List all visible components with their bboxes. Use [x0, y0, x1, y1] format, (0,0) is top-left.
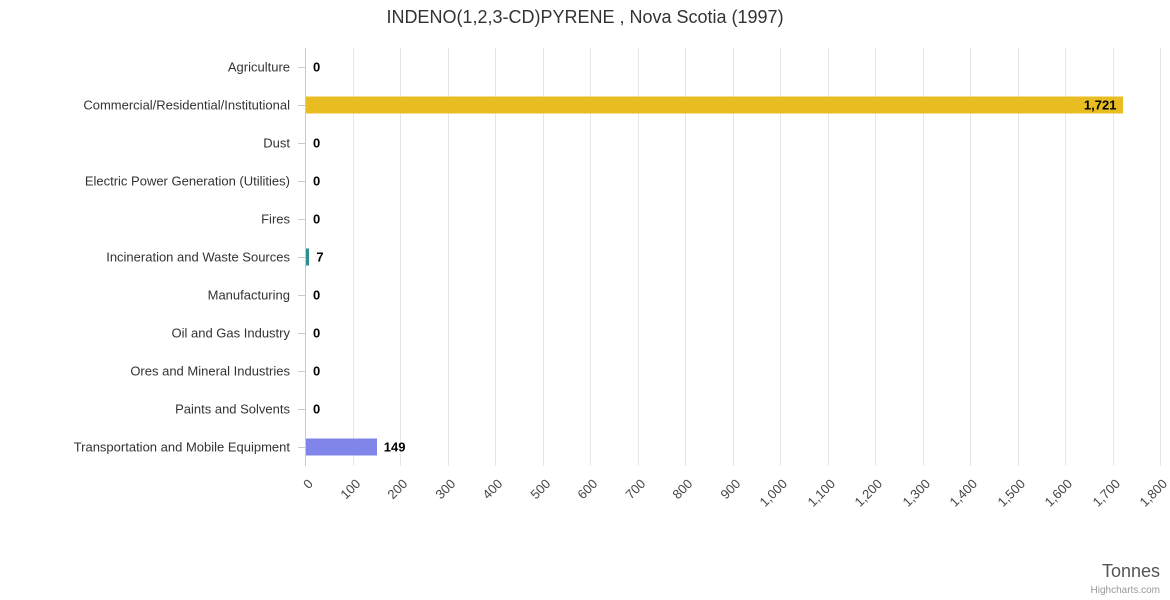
- category-tick: [298, 257, 305, 258]
- y-axis-line: [305, 48, 306, 466]
- bar[interactable]: [306, 438, 377, 456]
- x-tick-label: 700: [622, 476, 649, 502]
- x-tick-label: 1,100: [804, 476, 839, 510]
- gridline: [400, 48, 401, 466]
- value-label: 0: [313, 401, 321, 417]
- x-tick-label: 1,700: [1089, 476, 1124, 510]
- category-tick: [298, 371, 305, 372]
- bar[interactable]: [306, 96, 1124, 114]
- category-label: Agriculture: [227, 59, 290, 75]
- value-label: 0: [313, 325, 321, 341]
- gridline: [1160, 48, 1161, 466]
- x-tick-label: 900: [717, 476, 744, 502]
- gridline: [590, 48, 591, 466]
- category-label: Ores and Mineral Industries: [130, 363, 290, 379]
- x-tick-label: 500: [527, 476, 554, 502]
- category-tick: [298, 295, 305, 296]
- value-label: 149: [383, 439, 406, 455]
- category-tick: [298, 105, 305, 106]
- chart-title: INDENO(1,2,3-CD)PYRENE , Nova Scotia (19…: [386, 7, 784, 27]
- x-tick-label: 1,200: [851, 476, 886, 510]
- gridline: [780, 48, 781, 466]
- value-label: 0: [313, 59, 321, 75]
- category-label: Fires: [261, 211, 290, 227]
- category-label: Dust: [263, 135, 290, 151]
- value-label: 0: [313, 211, 321, 227]
- x-tick-label: 800: [669, 476, 696, 502]
- value-label: 7: [316, 249, 324, 265]
- category-label: Incineration and Waste Sources: [106, 249, 290, 265]
- x-tick-label: 300: [432, 476, 459, 502]
- category-label: Oil and Gas Industry: [171, 325, 291, 341]
- category-tick: [298, 181, 305, 182]
- gridline: [875, 48, 876, 466]
- category-label: Commercial/Residential/Institutional: [83, 97, 290, 113]
- x-tick-label: 1,600: [1041, 476, 1076, 510]
- plot-area: Agriculture 0 Commercial/Residential/Insti…: [74, 48, 1161, 466]
- gridline: [543, 48, 544, 466]
- gridline: [685, 48, 686, 466]
- category-tick: [298, 333, 305, 334]
- chart-row: Oil and Gas Industry 0: [172, 314, 1160, 352]
- gridline: [495, 48, 496, 466]
- category-tick: [298, 219, 305, 220]
- category-label: Paints and Solvents: [175, 401, 290, 417]
- chart-row: Paints and Solvents 0: [175, 390, 1160, 428]
- chart-row: Transportation and Mobile Equipment 149: [74, 428, 1160, 466]
- x-tick-label: 1,000: [756, 476, 791, 510]
- category-tick: [298, 67, 305, 68]
- chart-row: Fires 0: [261, 200, 1160, 238]
- x-axis: 0 100 200 300 400 500 600 700 800 900 1,000 1,100 1,…: [300, 473, 1170, 553]
- gridline: [1113, 48, 1114, 466]
- x-tick-label: 0: [299, 476, 316, 492]
- chart-row: Ores and Mineral Industries 0: [130, 352, 1160, 390]
- chart-row: Incineration and Waste Sources 7: [106, 238, 1160, 276]
- gridline: [1065, 48, 1066, 466]
- value-label: 0: [313, 363, 321, 379]
- chart-rows: Agriculture 0 Commercial/Residential/Insti…: [74, 48, 1160, 466]
- bar[interactable]: [306, 248, 310, 266]
- value-label: 0: [313, 173, 321, 189]
- x-tick-label: 1,400: [946, 476, 981, 510]
- category-label: Manufacturing: [207, 287, 290, 303]
- chart-row: Electric Power Generation (Utilities) 0: [85, 162, 1160, 200]
- x-axis-title: Tonnes: [1101, 561, 1160, 581]
- x-tick-label: 600: [574, 476, 601, 502]
- chart-row: Commercial/Residential/Institutional 1,72…: [83, 86, 1160, 124]
- value-label: 1,721: [1083, 97, 1117, 113]
- gridline: [448, 48, 449, 466]
- chart-row: Dust 0: [263, 124, 1160, 162]
- gridline: [638, 48, 639, 466]
- gridline: [353, 48, 354, 466]
- category-label: Electric Power Generation (Utilities): [84, 173, 290, 189]
- x-tick-label: 400: [479, 476, 506, 502]
- chart-row: Manufacturing 0: [208, 276, 1160, 314]
- x-tick-label: 200: [384, 476, 411, 502]
- x-tick-label: 1,500: [994, 476, 1029, 510]
- value-label: 0: [313, 135, 321, 151]
- x-tick-label: 1,300: [899, 476, 934, 510]
- x-tick-label: 100: [337, 476, 364, 502]
- value-label: 0: [313, 287, 321, 303]
- category-tick: [298, 447, 305, 448]
- category-label: Transportation and Mobile Equipment: [73, 439, 290, 455]
- gridline: [1018, 48, 1019, 466]
- x-tick-label: 1,800: [1136, 476, 1170, 510]
- gridline: [970, 48, 971, 466]
- gridline: [733, 48, 734, 466]
- category-tick: [298, 409, 305, 410]
- chart-row: Agriculture 0: [228, 48, 1160, 86]
- gridline: [923, 48, 924, 466]
- highcharts-credit[interactable]: Highcharts.com: [1090, 585, 1160, 596]
- gridline: [828, 48, 829, 466]
- category-tick: [298, 143, 305, 144]
